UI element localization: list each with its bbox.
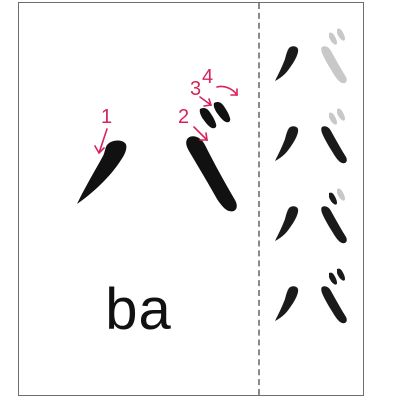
stroke-number-1: 1 — [101, 106, 112, 128]
stroke-4 — [213, 101, 231, 123]
practice-step-4 — [275, 268, 347, 324]
arrow-4 — [216, 85, 238, 96]
arrow-3 — [199, 96, 212, 106]
kana-card: 1 2 3 4 ba — [18, 2, 364, 396]
dashed-divider — [258, 3, 260, 395]
stroke-1 — [77, 140, 127, 204]
main-character-glyph: 1 2 3 4 — [77, 66, 238, 212]
stroke-order-practice — [275, 28, 347, 324]
stroke-3 — [199, 107, 217, 129]
practice-step-3 — [275, 188, 347, 244]
arrow-2 — [193, 126, 208, 141]
romaji-label: ba — [105, 277, 172, 342]
stroke-2 — [186, 136, 237, 212]
stroke-number-2: 2 — [178, 106, 189, 128]
practice-step-1 — [275, 28, 347, 84]
practice-step-2 — [275, 108, 347, 164]
stroke-number-3: 3 — [190, 78, 201, 100]
arrow-1 — [98, 128, 108, 154]
stroke-number-4: 4 — [202, 66, 213, 88]
